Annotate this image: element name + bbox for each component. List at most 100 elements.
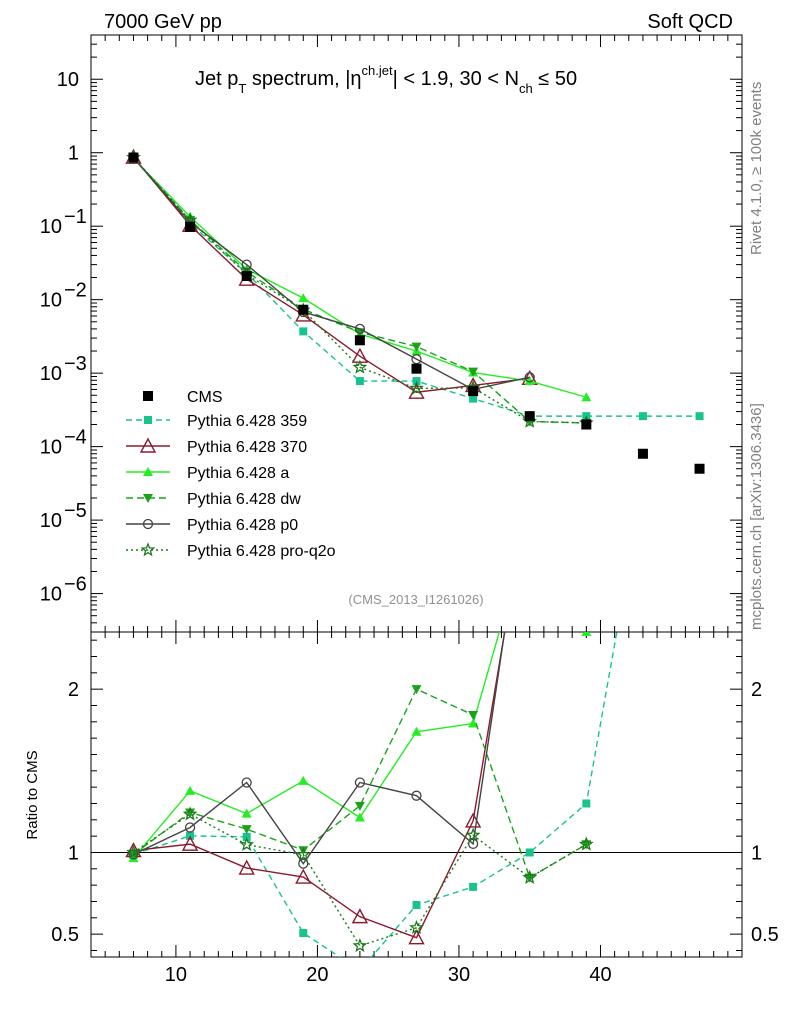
series-point: [524, 376, 535, 386]
cms-point: [694, 463, 705, 474]
series-line: [132, 156, 530, 393]
series-point: [354, 323, 366, 335]
y-tick-exponent: −1: [64, 206, 87, 228]
ratio-point: [582, 799, 591, 808]
ratio-point: [356, 966, 364, 974]
x-tick-label: 20: [306, 964, 328, 986]
ratio-point: [242, 832, 251, 841]
legend-label: Pythia 6.428 370: [187, 439, 307, 456]
mcplots-label: mcplots.cern.ch [arXiv:1306.3436]: [748, 403, 765, 630]
series-point: [695, 412, 704, 421]
ratio-point: [352, 937, 368, 953]
ratio-point: [185, 785, 196, 795]
ratio-point: [295, 846, 311, 862]
ratio-point: [411, 790, 422, 801]
legend-label: Pythia 6.428 p0: [187, 517, 298, 534]
ratio-point: [128, 849, 139, 860]
series-point: [581, 392, 592, 402]
series-point: [355, 377, 364, 386]
y-tick-exponent: −3: [64, 353, 87, 375]
series-point: [409, 380, 424, 395]
y-tick-label: 10: [57, 69, 79, 91]
legend-label: Pythia 6.428 a: [187, 465, 289, 482]
y-tick-label: 10: [40, 216, 62, 238]
y-tick-label: 10: [40, 584, 62, 606]
ratio-y-tick-label: 2: [68, 679, 79, 701]
legend-marker: [140, 542, 156, 557]
y-tick-exponent: −6: [64, 574, 87, 596]
legend-label: Pythia 6.428 dw: [187, 491, 301, 508]
header-left: 7000 GeV pp: [104, 11, 222, 33]
y-tick-label: 10: [40, 437, 62, 459]
ratio-point: [525, 521, 535, 530]
ratio-point: [354, 812, 365, 822]
series-point: [299, 327, 308, 336]
cms-point: [581, 419, 592, 430]
ratio-line: [133, 632, 618, 957]
ratio-point: [409, 919, 424, 935]
y-tick-label: 10: [40, 363, 62, 385]
ratio-point: [241, 825, 252, 835]
ratio-ylabel: Ratio to CMS: [24, 750, 41, 839]
ratio-point: [465, 827, 481, 842]
series-point: [468, 367, 479, 377]
ratio-line: [133, 632, 506, 865]
ratio-point: [578, 836, 594, 851]
legend-marker-cms: [143, 391, 153, 401]
ratio-point: [351, 908, 369, 924]
ratio-y-tick-label-right: 2: [751, 679, 762, 701]
ratio-point: [181, 835, 199, 851]
y-tick-label: 1: [68, 143, 79, 165]
ratio-point: [525, 459, 534, 468]
y-tick-label: 10: [40, 290, 62, 312]
ratio-point: [354, 801, 365, 811]
cms-point: [128, 152, 139, 163]
series-line: [132, 157, 587, 424]
series-point: [638, 412, 647, 421]
y-tick-label: 10: [40, 510, 62, 532]
x-tick-label: 40: [589, 964, 611, 986]
series-line: [132, 157, 530, 391]
ratio-point: [298, 775, 309, 785]
legend-marker: [144, 416, 152, 424]
ratio-point: [354, 777, 366, 788]
legend: CMS Pythia 6.428 359 Pythia 6.428 370 Pythi…: [126, 389, 336, 560]
legend-label: Pythia 6.428 359: [187, 413, 307, 430]
cms-point: [468, 386, 479, 397]
cms-point: [524, 411, 535, 422]
ratio-point: [241, 777, 252, 788]
cms-point: [637, 448, 648, 459]
cms-point: [185, 221, 196, 232]
ratio-point: [581, 632, 592, 636]
ratio-point: [468, 710, 479, 720]
ratio-point: [182, 806, 198, 821]
cms-point: [241, 270, 252, 281]
ratio-line: [133, 813, 587, 947]
legend-marker: [143, 467, 153, 476]
header-right: Soft QCD: [647, 11, 733, 33]
x-tick-label: 10: [165, 964, 187, 986]
chart-title: Jet pT spectrum, |ηch.jet| < 1.9, 30 < N…: [195, 63, 577, 96]
ratio-point: [184, 822, 196, 833]
cms-point: [411, 363, 422, 374]
ratio-point: [185, 808, 196, 818]
main-plot-area: [125, 148, 705, 474]
ratio-y-tick-label-right: 0.5: [751, 924, 779, 946]
ratio-line: [133, 688, 587, 879]
series-point: [298, 293, 309, 303]
ratio-panel: 10 20 30 40 0.5 0.5 1 1 2 2: [51, 459, 779, 986]
ratio-point: [299, 929, 308, 938]
legend-marker: [143, 494, 153, 503]
y-tick-exponent: −5: [64, 500, 87, 522]
ratio-point: [298, 846, 309, 856]
analysis-label: (CMS_2013_I1261026): [348, 592, 483, 607]
x-tick-label: 30: [448, 964, 470, 986]
y-tick-exponent: −4: [64, 427, 87, 449]
ratio-point: [295, 868, 312, 884]
ratio-point: [411, 726, 422, 736]
ratio-point: [523, 475, 537, 488]
series-point: [524, 372, 535, 383]
ratio-y-tick-label-right: 1: [751, 842, 762, 864]
ratio-point: [525, 848, 534, 857]
